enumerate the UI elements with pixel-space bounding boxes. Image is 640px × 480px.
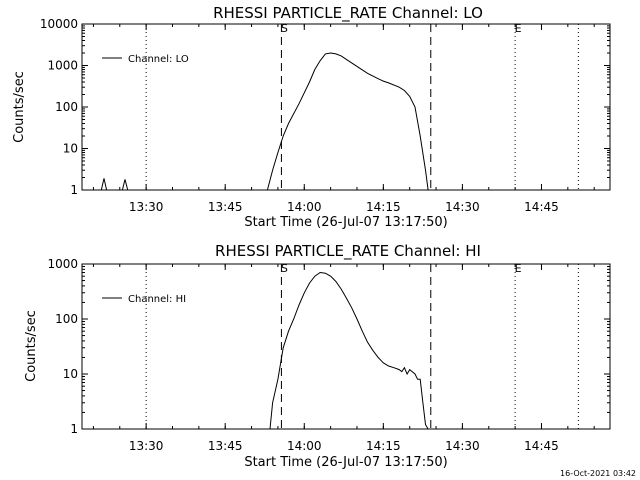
lo-x-tick-label-1: 13:45	[208, 200, 243, 214]
hi-x-tick-label-1: 13:45	[208, 439, 243, 453]
hi-y-axis-label: Counts/sec	[24, 310, 39, 382]
lo-plot-frame	[81, 23, 611, 191]
lo-x-tick-label-3: 14:15	[366, 200, 401, 214]
lo-y-tick-label-3: 1000	[47, 59, 78, 73]
lo-x-tick-label-4: 14:30	[445, 200, 480, 214]
hi-x-tick-label-3: 14:15	[366, 439, 401, 453]
lo-y-axis-label: Counts/sec	[12, 71, 27, 143]
hi-legend-label: Channel: HI	[128, 294, 186, 305]
lo-marker-label-S: S	[281, 22, 288, 35]
hi-y-tick-label-0: 1	[70, 422, 78, 436]
render-timestamp: 16-Oct-2021 03:42	[560, 469, 636, 478]
hi-chart-title: RHESSI PARTICLE_RATE Channel: HI	[215, 242, 481, 261]
hi-marker-label-S: S	[281, 262, 288, 275]
hi-plot-frame	[81, 263, 611, 430]
hi-y-tick-label-1: 10	[63, 367, 78, 381]
hi-series-line-0	[269, 271, 429, 430]
lo-y-tick-label-0: 1	[70, 183, 78, 197]
hi-marker-label-E: E	[515, 262, 522, 275]
lo-series-line-0	[82, 52, 429, 191]
lo-x-tick-label-2: 14:00	[287, 200, 322, 214]
lo-marker-label-E: E	[515, 22, 522, 35]
lo-legend-label: Channel: LO	[128, 54, 189, 65]
hi-x-tick-label-5: 14:45	[524, 439, 559, 453]
lo-y-tick-label-2: 100	[55, 100, 78, 114]
hi-x-tick-label-4: 14:30	[445, 439, 480, 453]
hi-x-tick-label-0: 13:30	[129, 439, 164, 453]
lo-y-tick-label-1: 10	[63, 142, 78, 156]
lo-x-tick-label-5: 14:45	[524, 200, 559, 214]
lo-y-tick-label-4: 10000	[40, 17, 78, 31]
lo-x-tick-label-0: 13:30	[129, 200, 164, 214]
lo-x-axis-label: Start Time (26-Jul-07 13:17:50)	[244, 215, 447, 230]
hi-y-tick-label-3: 1000	[47, 257, 78, 271]
lo-legend: Channel: LO	[102, 54, 189, 65]
hi-legend: Channel: HI	[102, 294, 186, 305]
lo-chart-title: RHESSI PARTICLE_RATE Channel: LO	[213, 4, 483, 23]
hi-x-axis-label: Start Time (26-Jul-07 13:17:50)	[244, 455, 447, 470]
hi-channel-panel: RHESSI PARTICLE_RATE Channel: HI Counts/…	[24, 242, 611, 470]
hi-x-tick-label-2: 14:00	[287, 439, 322, 453]
lo-channel-panel: RHESSI PARTICLE_RATE Channel: LO Counts/…	[12, 4, 611, 230]
hi-y-tick-label-2: 100	[55, 312, 78, 326]
